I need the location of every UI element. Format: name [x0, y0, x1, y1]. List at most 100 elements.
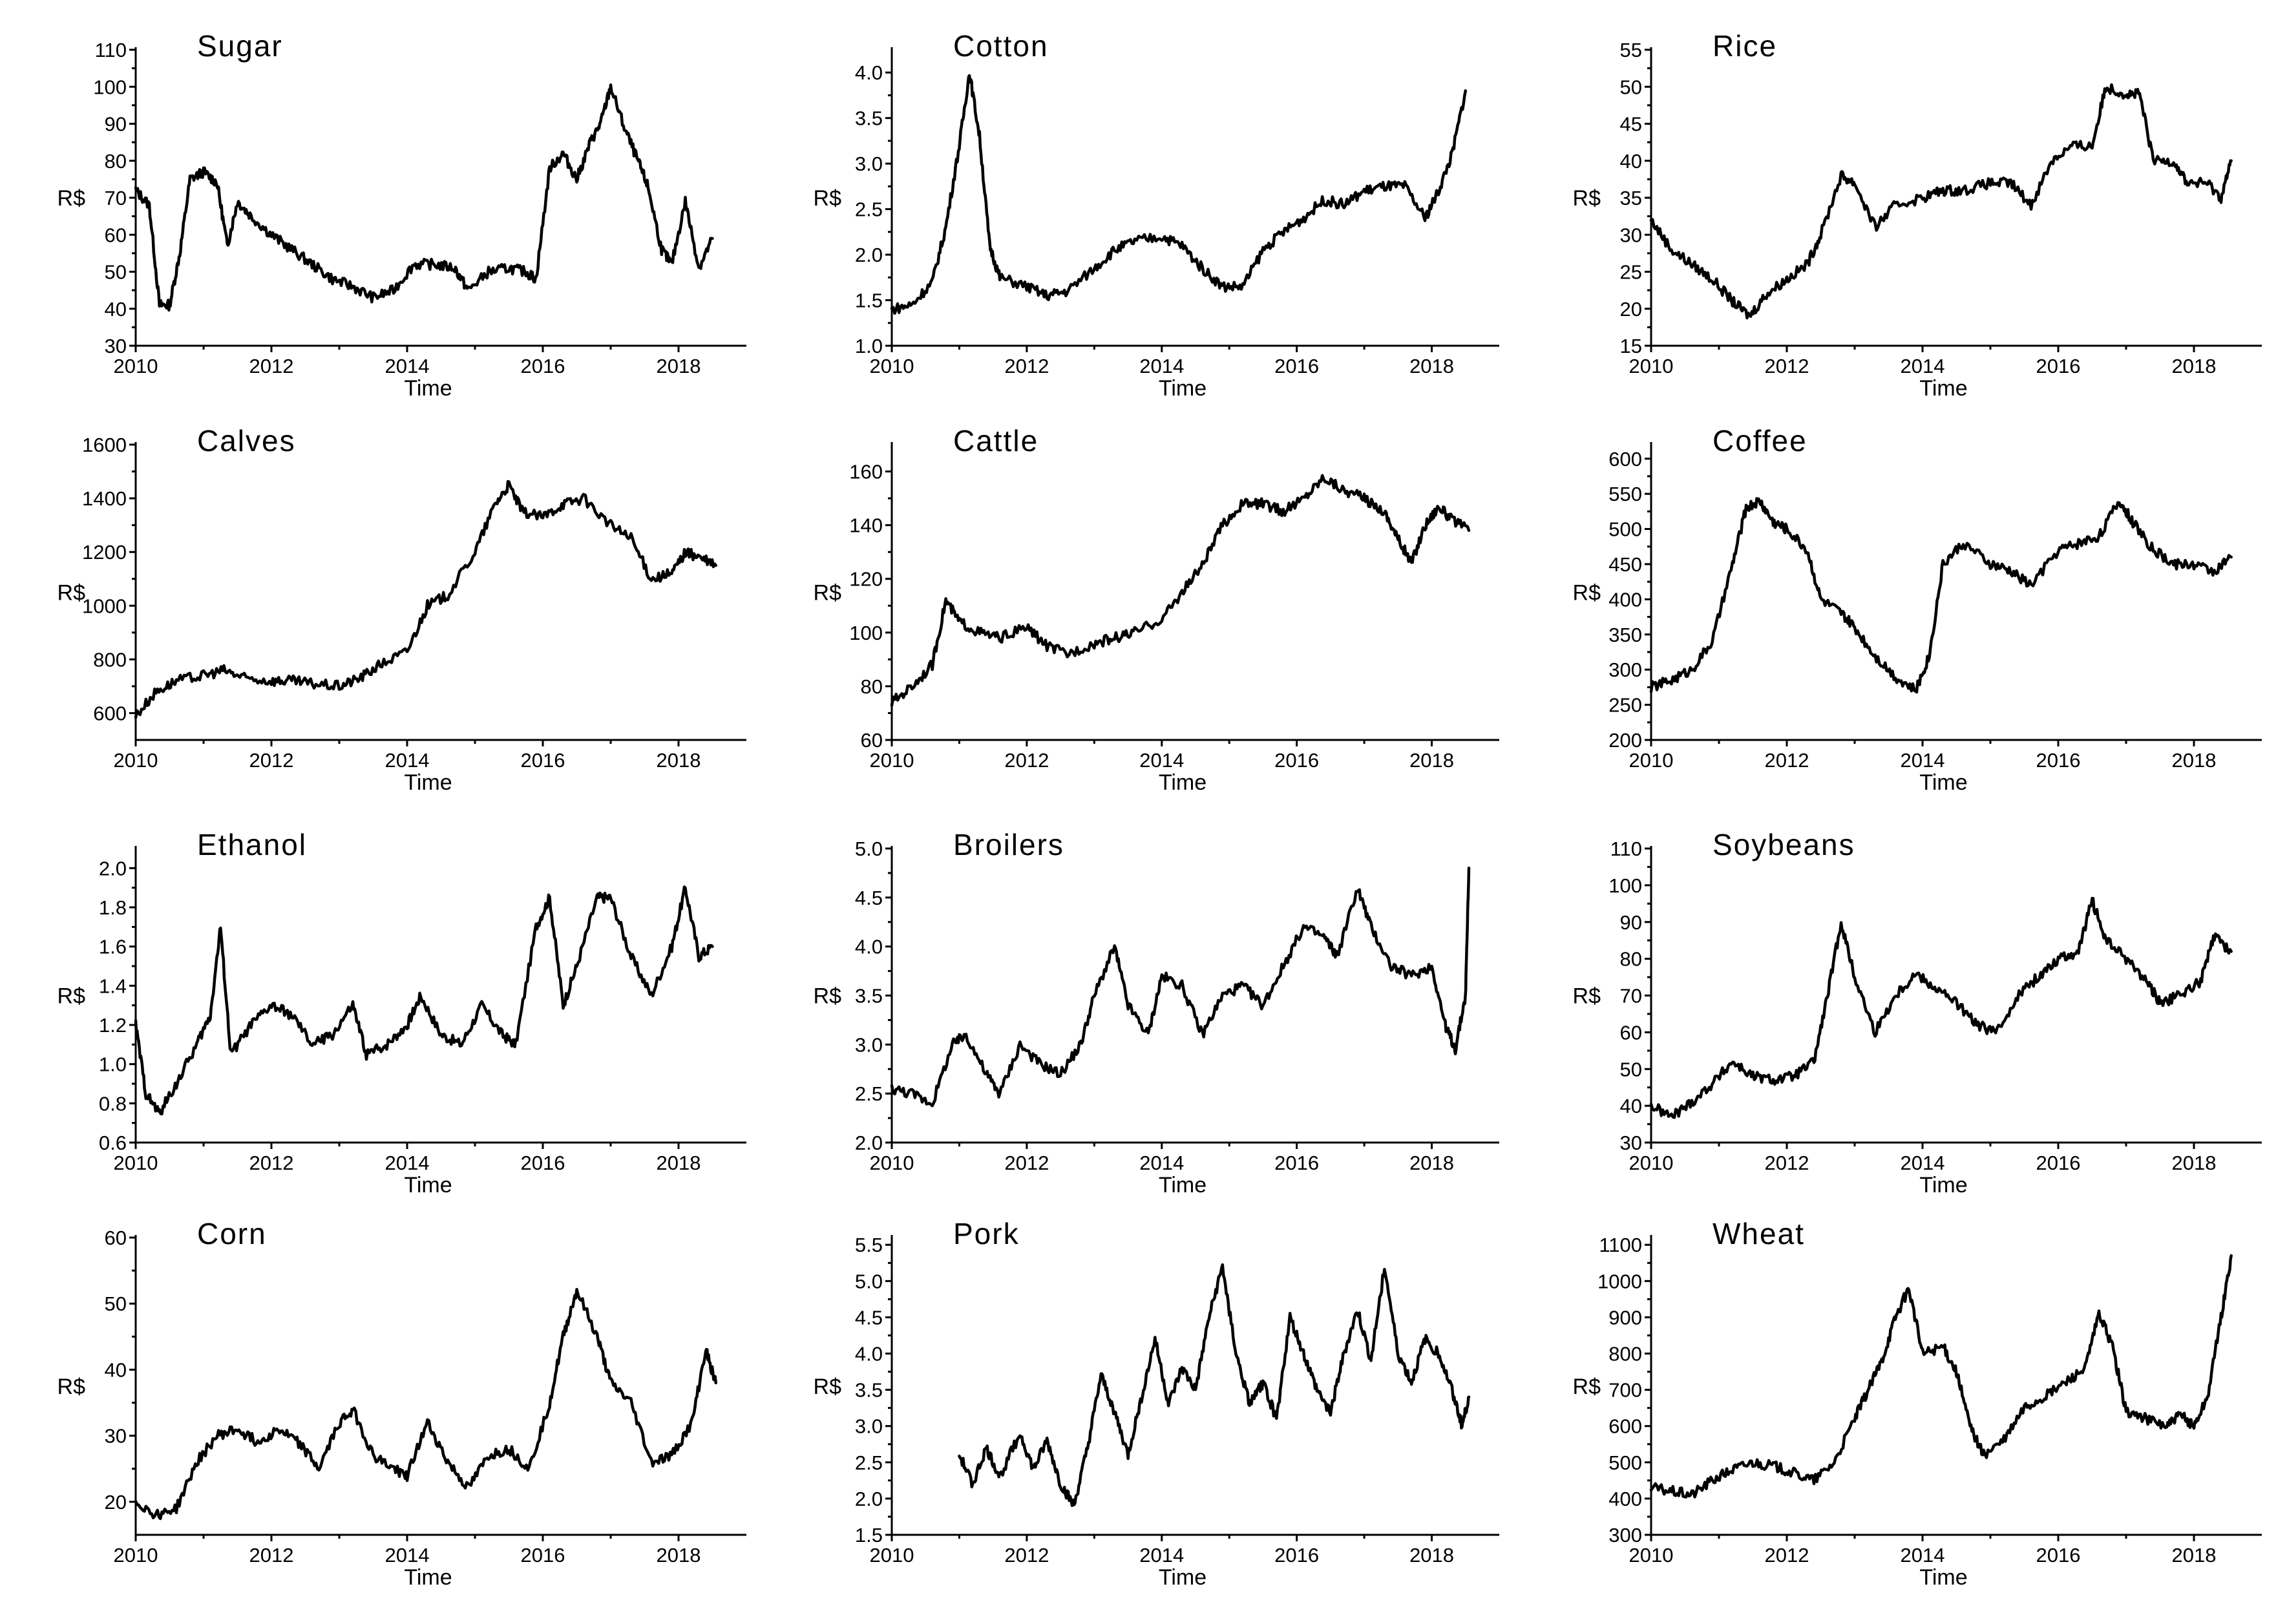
x-tick-label: 2010: [1629, 1544, 1674, 1566]
x-tick-label: 2012: [1765, 355, 1809, 377]
y-tick-label: 60: [1620, 1021, 1642, 1044]
y-tick-label: 55: [1620, 39, 1642, 61]
cotton-price-line: [890, 74, 1468, 315]
y-tick-label: 300: [1608, 1524, 1642, 1546]
x-tick-label: 2012: [1004, 749, 1049, 772]
y-tick-label: 1600: [82, 434, 127, 456]
y-tick-label: 0.8: [99, 1092, 127, 1115]
y-tick-label: 110: [95, 39, 127, 61]
y-axis-label: R$: [814, 186, 842, 211]
y-axis-label: R$: [814, 1375, 842, 1399]
x-tick-label: 2016: [1274, 1152, 1319, 1174]
y-tick-label: 50: [1620, 1058, 1642, 1081]
y-axis-label: R$: [1573, 1375, 1601, 1399]
x-tick-label: 2018: [2172, 1544, 2217, 1566]
x-tick-label: 2012: [1765, 749, 1809, 772]
chart-title: Ethanol: [197, 828, 307, 861]
x-axis-label: Time: [1159, 1173, 1207, 1197]
soybeans-price-line: [1649, 896, 2233, 1119]
x-tick-label: 2016: [521, 749, 565, 772]
panel-broilers: 2.0 2.5 3.0 3.5 4.0 4.5 5.0 2010 2012 2014 2016 201…: [814, 828, 1499, 1197]
x-tick-label: 2018: [1409, 749, 1454, 772]
chart-title: Cotton: [953, 29, 1049, 63]
y-axis-label: R$: [58, 186, 86, 211]
panel-soybeans: 30 40 50 60 70 80 90 100 110 2010 2012 2014 2016 2018…: [1573, 828, 2262, 1197]
y-tick-label: 2.5: [855, 1451, 883, 1474]
panel-corn: 20 30 40 50 60 2010 2012 2014 2016 2018 Time R$ Corn: [58, 1217, 746, 1590]
x-tick-label: 2018: [657, 749, 701, 772]
x-tick-label: 2018: [1409, 1152, 1454, 1174]
x-tick-label: 2010: [114, 1152, 158, 1174]
x-tick-label: 2016: [521, 1544, 565, 1566]
panel-cattle: 60 80 100 120 140 160 2010 2012 2014 2016 2018 Time…: [814, 424, 1499, 795]
x-tick-label: 2010: [870, 1152, 914, 1174]
y-tick-label: 4.0: [855, 61, 883, 84]
x-axis-label: Time: [1919, 376, 1967, 401]
y-tick-label: 2.0: [855, 1488, 883, 1510]
wheat-price-line: [1649, 1254, 2233, 1499]
y-tick-label: 1.6: [99, 936, 127, 958]
x-tick-label: 2016: [2036, 1544, 2081, 1566]
y-tick-label: 700: [1608, 1379, 1642, 1402]
y-tick-label: 50: [1620, 76, 1642, 98]
x-tick-label: 2016: [521, 1152, 565, 1174]
x-tick-label: 2010: [870, 1544, 914, 1566]
y-axis-label: R$: [1573, 581, 1601, 606]
x-tick-label: 2014: [1901, 355, 1945, 377]
x-tick-label: 2012: [1004, 355, 1049, 377]
y-tick-label: 4.5: [855, 1306, 883, 1329]
y-tick-label: 1100: [1599, 1234, 1642, 1256]
y-tick-label: 80: [1620, 948, 1642, 971]
x-axis-label: Time: [404, 1565, 452, 1590]
x-axis-label: Time: [1159, 376, 1207, 401]
panel-cotton: 1.0 1.5 2.0 2.5 3.0 3.5 4.0 2010 2012 2014 2016 201…: [814, 29, 1499, 401]
x-tick-label: 2016: [1274, 749, 1319, 772]
y-tick-label: 5.5: [855, 1234, 883, 1256]
x-axis-label: Time: [404, 1173, 452, 1197]
x-tick-label: 2018: [2172, 749, 2217, 772]
chart-title: Corn: [197, 1217, 267, 1250]
panel-coffee: 200 250 300 350 400 450 500 550 600 2010 2012 2014 2…: [1573, 424, 2262, 795]
y-tick-label: 1000: [82, 595, 127, 617]
x-tick-label: 2012: [249, 1152, 294, 1174]
y-axis-label: R$: [814, 581, 842, 606]
y-tick-label: 70: [105, 187, 127, 209]
y-tick-label: 20: [1620, 298, 1642, 321]
y-tick-label: 450: [1608, 553, 1642, 576]
x-tick-label: 2012: [249, 749, 294, 772]
y-tick-label: 30: [105, 335, 127, 357]
y-tick-label: 40: [1620, 1095, 1642, 1117]
broilers-price-line: [890, 867, 1471, 1108]
y-tick-label: 3.0: [855, 1033, 883, 1056]
cattle-price-line: [890, 474, 1471, 707]
y-tick-label: 50: [105, 1292, 127, 1315]
y-tick-label: 1.8: [99, 896, 127, 919]
y-tick-label: 3.0: [855, 153, 883, 175]
y-tick-label: 2.0: [99, 857, 127, 880]
y-tick-label: 4.5: [855, 887, 883, 909]
x-tick-label: 2016: [521, 355, 565, 377]
x-tick-label: 2010: [114, 749, 158, 772]
x-tick-label: 2010: [1629, 355, 1674, 377]
x-tick-label: 2014: [385, 1152, 430, 1174]
x-tick-label: 2014: [385, 749, 430, 772]
x-axis-label: Time: [1919, 1565, 1967, 1590]
y-tick-label: 550: [1608, 483, 1642, 505]
y-tick-label: 70: [1620, 985, 1642, 1007]
y-axis-label: R$: [58, 581, 86, 606]
sugar-price-line: [134, 83, 714, 312]
y-tick-label: 30: [105, 1425, 127, 1448]
panel-sugar: 30 40 50 60 70 80 90 100 110 2010 2012 2014 2016 2018…: [58, 29, 746, 401]
x-tick-label: 2012: [249, 355, 294, 377]
y-tick-label: 5.0: [855, 838, 883, 860]
y-tick-label: 2.0: [855, 244, 883, 266]
chart-title: Calves: [197, 424, 296, 458]
y-tick-label: 3.5: [855, 1379, 883, 1402]
rice-price-line: [1649, 83, 2233, 320]
x-tick-label: 2010: [1629, 1152, 1674, 1174]
x-tick-label: 2016: [2036, 355, 2081, 377]
y-tick-label: 900: [1608, 1306, 1642, 1329]
y-tick-label: 800: [1608, 1343, 1642, 1366]
x-tick-label: 2010: [870, 355, 914, 377]
